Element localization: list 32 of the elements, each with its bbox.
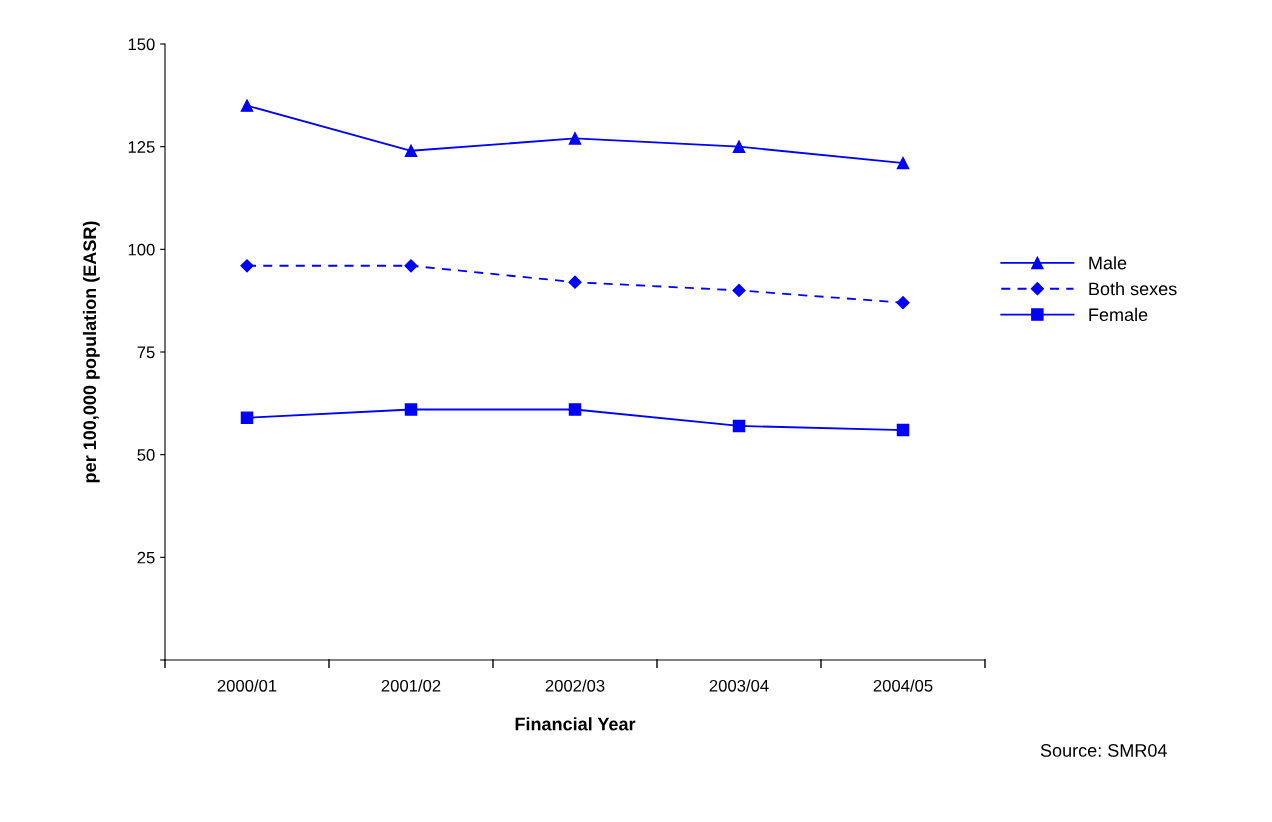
point (896, 296, 910, 310)
y-tick-label: 150 (128, 38, 155, 51)
point (240, 259, 254, 273)
point (240, 99, 254, 112)
point (732, 283, 746, 297)
point (732, 419, 746, 433)
point (568, 275, 582, 289)
x-tick-label: 2000/01 (217, 679, 277, 692)
point (404, 403, 418, 416)
point (568, 403, 582, 416)
x-tick-label: 2003/04 (709, 679, 769, 692)
legend-label: Both sexes (1089, 281, 1177, 296)
point (896, 423, 910, 437)
x-axis-title: Financial Year (515, 717, 636, 731)
y-tick-label: 100 (128, 243, 155, 256)
source-note: Source: SMR04 (1040, 744, 1167, 757)
x-tick-label: 2004/05 (873, 679, 933, 692)
point (732, 140, 746, 153)
x-tick-label: 2002/03 (545, 679, 605, 692)
point (404, 144, 418, 158)
y-axis-title: per 100,000 population (EASR) (82, 221, 100, 483)
y-tick-label: 50 (137, 449, 155, 461)
y-tick-label: 125 (128, 141, 155, 153)
point (896, 156, 910, 170)
point (568, 132, 582, 145)
legend-label: Male (1089, 256, 1127, 270)
x-tick-label: 2001/02 (381, 679, 441, 692)
point (404, 259, 418, 273)
y-tick-label: 25 (137, 551, 155, 564)
point (240, 411, 254, 424)
legend-label: Female (1089, 307, 1148, 322)
y-tick-label: 75 (137, 346, 155, 359)
